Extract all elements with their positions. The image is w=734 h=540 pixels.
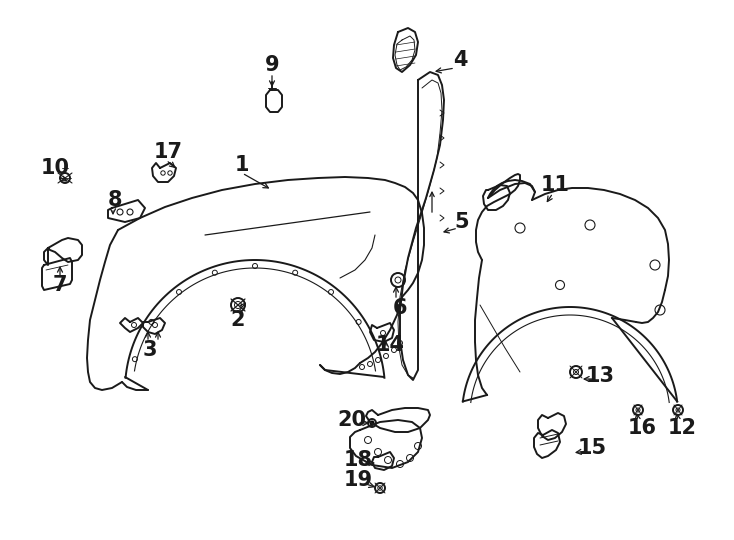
Text: 19: 19 — [344, 470, 373, 490]
Text: 12: 12 — [667, 418, 697, 438]
Text: 1: 1 — [235, 155, 250, 175]
Text: 18: 18 — [344, 450, 372, 470]
Text: 15: 15 — [578, 438, 606, 458]
Text: 7: 7 — [53, 275, 68, 295]
Text: 2: 2 — [230, 310, 245, 330]
Text: 3: 3 — [142, 340, 157, 360]
Text: 9: 9 — [265, 55, 280, 75]
Text: 11: 11 — [540, 175, 570, 195]
Text: 17: 17 — [153, 142, 183, 162]
Text: 16: 16 — [628, 418, 656, 438]
Text: 20: 20 — [338, 410, 366, 430]
Text: 5: 5 — [454, 212, 469, 232]
Text: 6: 6 — [393, 298, 407, 318]
Circle shape — [370, 421, 374, 425]
Text: 4: 4 — [453, 50, 468, 70]
Text: 13: 13 — [586, 366, 614, 386]
Text: 8: 8 — [108, 190, 123, 210]
Text: 10: 10 — [40, 158, 70, 178]
Text: 14: 14 — [376, 335, 404, 355]
